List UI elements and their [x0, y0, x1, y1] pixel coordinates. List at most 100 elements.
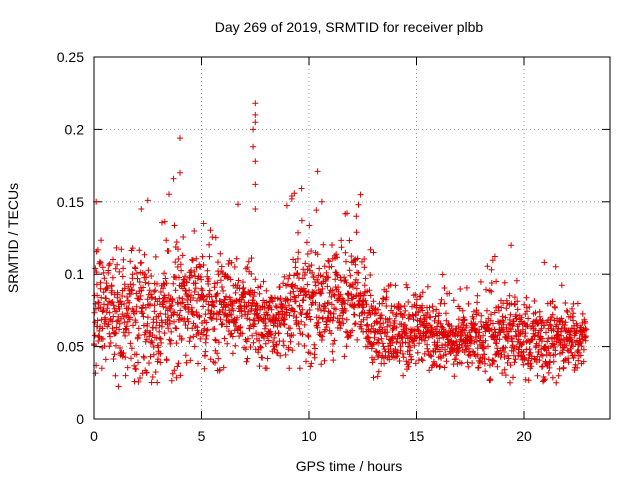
- data-point: [163, 237, 170, 244]
- data-point: [513, 315, 520, 322]
- data-point: [272, 303, 279, 309]
- data-point: [129, 287, 136, 294]
- data-point: [193, 264, 200, 271]
- x-axis-label: GPS time / hours: [296, 458, 403, 474]
- data-point: [412, 291, 419, 298]
- data-point: [157, 359, 164, 366]
- data-point: [437, 363, 444, 370]
- data-point: [499, 345, 506, 352]
- data-point: [490, 320, 496, 327]
- data-point: [383, 303, 390, 309]
- data-point: [275, 330, 282, 337]
- data-point: [244, 264, 251, 271]
- data-point: [268, 332, 275, 338]
- data-point: [245, 308, 252, 315]
- data-point: [443, 310, 449, 317]
- data-point: [520, 339, 527, 346]
- data-point: [287, 325, 294, 332]
- data-point: [234, 314, 241, 321]
- data-point: [291, 294, 298, 301]
- data-point: [160, 303, 167, 310]
- data-point: [184, 292, 191, 299]
- data-point: [397, 343, 404, 350]
- data-point: [132, 265, 139, 272]
- data-point: [119, 273, 126, 280]
- data-point: [124, 294, 131, 300]
- data-point: [436, 335, 443, 342]
- data-point: [477, 278, 484, 285]
- data-point: [115, 383, 122, 390]
- data-point: [354, 255, 361, 262]
- data-point: [570, 310, 577, 317]
- data-point: [189, 256, 195, 263]
- data-point: [362, 275, 369, 282]
- data-point: [514, 298, 521, 305]
- data-point: [401, 303, 408, 309]
- data-point: [569, 305, 575, 312]
- data-point: [321, 263, 328, 270]
- data-point: [347, 332, 354, 339]
- data-point: [122, 372, 129, 379]
- data-point: [376, 320, 383, 327]
- data-point: [152, 287, 159, 294]
- data-point: [312, 345, 318, 352]
- data-point: [526, 346, 533, 353]
- data-point: [495, 307, 502, 314]
- data-point: [513, 332, 520, 339]
- data-point: [441, 364, 448, 371]
- data-point: [403, 332, 410, 339]
- data-point: [558, 315, 565, 322]
- data-point: [531, 298, 538, 304]
- data-point: [406, 339, 413, 346]
- data-point: [393, 353, 399, 360]
- data-point: [190, 333, 197, 340]
- data-point: [427, 352, 434, 359]
- data-point: [97, 285, 104, 292]
- data-point: [143, 369, 150, 376]
- data-point: [538, 319, 545, 326]
- data-point: [373, 310, 380, 316]
- data-point: [541, 259, 548, 266]
- data-point: [247, 322, 254, 329]
- data-point: [302, 269, 308, 276]
- data-point: [95, 299, 102, 306]
- data-point: [239, 330, 246, 337]
- data-point: [167, 340, 174, 347]
- data-point: [250, 339, 257, 346]
- data-point: [247, 344, 254, 350]
- data-point: [157, 310, 164, 317]
- data-point: [555, 325, 562, 332]
- data-point: [101, 275, 108, 282]
- data-point: [269, 298, 276, 305]
- data-point: [360, 316, 367, 323]
- data-point: [245, 258, 252, 265]
- data-point: [240, 279, 246, 286]
- data-point: [245, 335, 251, 342]
- data-point: [302, 260, 309, 267]
- data-point: [104, 301, 111, 308]
- data-point: [314, 251, 321, 258]
- data-point: [396, 358, 403, 364]
- data-point: [216, 366, 223, 373]
- y-tick-label: 0: [76, 411, 84, 427]
- data-point: [206, 253, 213, 260]
- data-point: [251, 289, 258, 296]
- data-point: [168, 377, 175, 384]
- data-point: [458, 360, 465, 367]
- data-point: [547, 322, 554, 329]
- data-point: [169, 370, 176, 377]
- data-point: [162, 275, 169, 282]
- data-point: [363, 301, 370, 308]
- data-point: [229, 333, 236, 340]
- data-point: [424, 309, 431, 316]
- data-point: [482, 328, 489, 335]
- data-point: [318, 290, 325, 297]
- data-point: [236, 325, 243, 331]
- data-point: [176, 294, 183, 301]
- data-point: [499, 313, 506, 320]
- data-point: [262, 322, 269, 329]
- data-point: [135, 325, 142, 332]
- data-point: [92, 332, 98, 339]
- data-point: [273, 342, 280, 348]
